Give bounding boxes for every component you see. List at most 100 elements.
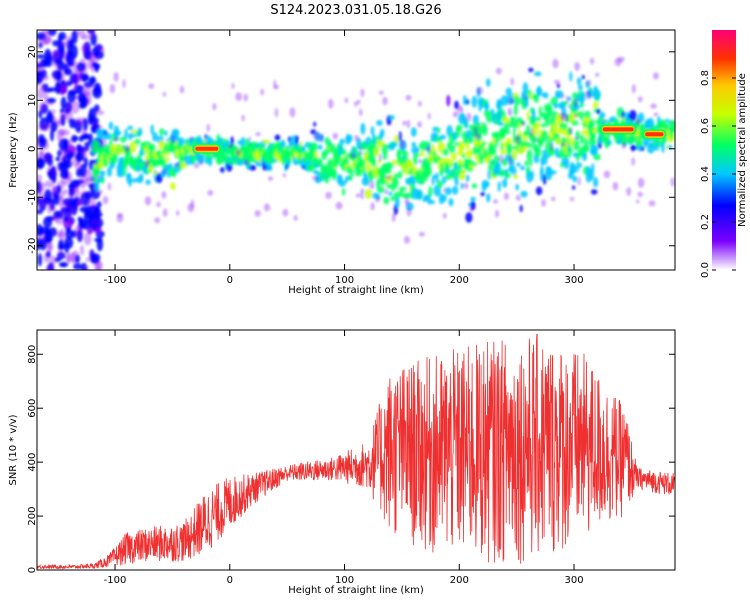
spectrogram-cell <box>591 163 595 173</box>
spectrogram-cell <box>388 115 395 120</box>
spectrogram-cell <box>50 204 56 213</box>
spectrogram-cell <box>470 196 476 202</box>
spectrogram-cell <box>107 182 112 191</box>
spectrogram-cell <box>126 173 132 179</box>
spectrogram-cell <box>266 165 273 171</box>
spectrogram-cell <box>50 121 58 133</box>
spectrogram-cell <box>90 30 96 35</box>
spectrogram-cell <box>56 217 64 225</box>
spectrogram-cell <box>79 95 86 108</box>
spectrogram-cell <box>59 170 69 179</box>
spectrogram-cell <box>162 91 167 97</box>
spectrogram-cell <box>243 159 250 166</box>
snr-y-tick-label: 800 <box>27 345 38 364</box>
spectrogram-cell <box>254 210 261 217</box>
spectrogram-cell <box>62 189 68 196</box>
spectrogram-cell <box>68 138 73 147</box>
spectrogram-cell <box>62 216 69 222</box>
spectrogram-cell <box>200 158 204 166</box>
spectrogram-cell <box>502 116 510 124</box>
spectrogram-cell <box>66 81 73 86</box>
spectrogram-cell <box>460 106 464 114</box>
spectrogram-cell <box>52 188 57 193</box>
spectrogram-cell <box>37 158 46 169</box>
spectrogram-cell <box>40 74 50 81</box>
spectrogram-cell <box>473 126 478 135</box>
spectrogram-cell <box>522 82 529 94</box>
spectrogram-cell <box>123 159 129 164</box>
spectrogram-y-tick-label: -10 <box>27 189 38 205</box>
spectrogram-cell <box>591 145 597 156</box>
spectrogram-cell <box>79 244 85 256</box>
spectrogram-cell <box>43 92 49 103</box>
spectrogram-cell <box>100 177 105 184</box>
spectrogram-cell <box>492 137 496 145</box>
spectrogram-cell <box>176 210 180 216</box>
spectrogram-cell <box>560 142 566 147</box>
spectrogram-cell <box>37 253 43 267</box>
snr-frame <box>36 329 676 571</box>
spectrogram-cell <box>576 77 582 86</box>
spectrogram-cell <box>99 170 106 177</box>
spectrogram-cell <box>436 180 444 188</box>
spectrogram-cell <box>485 78 491 87</box>
spectrogram-cell <box>152 132 158 142</box>
spectrogram-cell <box>631 157 635 166</box>
spectrogram-cell <box>426 166 432 177</box>
spectrogram-cell <box>37 190 43 197</box>
spectrogram-cell <box>93 260 103 270</box>
spectrogram-cell <box>44 189 52 203</box>
spectrogram-cell <box>58 262 69 268</box>
spectrogram-cell <box>68 150 73 160</box>
colorbar-tick-label: 0.6 <box>700 118 711 134</box>
spectrogram-cell <box>311 142 318 152</box>
spectrogram-cell <box>47 201 52 214</box>
spectrogram-cell <box>451 154 456 162</box>
spectrogram-cell <box>446 94 451 107</box>
spectrogram-cell <box>57 84 67 96</box>
spectrogram-cell <box>552 58 559 69</box>
spectrogram-cell <box>565 95 569 104</box>
spectrogram-cell <box>55 156 61 162</box>
spectrogram-cell <box>66 144 76 155</box>
spectrogram-cell <box>531 109 536 121</box>
spectrogram-cell <box>392 141 398 148</box>
spectrogram-cell <box>91 218 101 227</box>
spectrogram-cell <box>499 149 507 156</box>
spectrogram-cell <box>595 72 600 77</box>
spectrogram-cell <box>66 50 72 63</box>
spectrogram-cell <box>67 252 73 263</box>
spectrogram-cell <box>397 171 403 179</box>
spectrogram-cell <box>541 199 546 207</box>
spectrogram-cell <box>593 153 601 161</box>
spectrogram-cell <box>262 139 271 145</box>
spectrogram-cell <box>393 177 399 188</box>
spectrogram-cell <box>249 164 257 171</box>
spectrogram-cell <box>93 104 100 112</box>
colorbar-tick-label: 0.8 <box>700 70 711 86</box>
spectrogram-cell <box>364 188 373 199</box>
spectrogram-cell <box>388 191 393 196</box>
spectrogram-cell <box>486 193 491 203</box>
spectrogram-cell <box>317 144 323 150</box>
snr-series <box>37 333 675 570</box>
spectrogram-cell <box>572 175 578 183</box>
spectrogram-cell <box>84 265 89 270</box>
spectrogram-cell <box>526 149 533 162</box>
snr-y-ticks: 0 200 400 600 800 <box>27 345 675 573</box>
spectrogram-cell <box>100 138 107 148</box>
spectrogram-cell <box>398 131 402 143</box>
spectrogram-cell <box>589 57 595 65</box>
spectrogram-cell <box>398 186 407 191</box>
spectrogram-cell <box>473 133 481 140</box>
spectrogram-cell <box>549 141 554 152</box>
spectrogram-cell <box>60 202 67 212</box>
spectrogram-cell <box>376 186 385 194</box>
spectrogram-cell <box>530 170 534 181</box>
peak-segment <box>645 132 664 137</box>
spectrogram-cell <box>164 130 168 137</box>
spectrogram-cell <box>465 99 470 104</box>
spectrogram-cell <box>519 204 523 213</box>
spectrogram-cell <box>71 30 78 44</box>
spectrogram-cell <box>134 139 141 145</box>
